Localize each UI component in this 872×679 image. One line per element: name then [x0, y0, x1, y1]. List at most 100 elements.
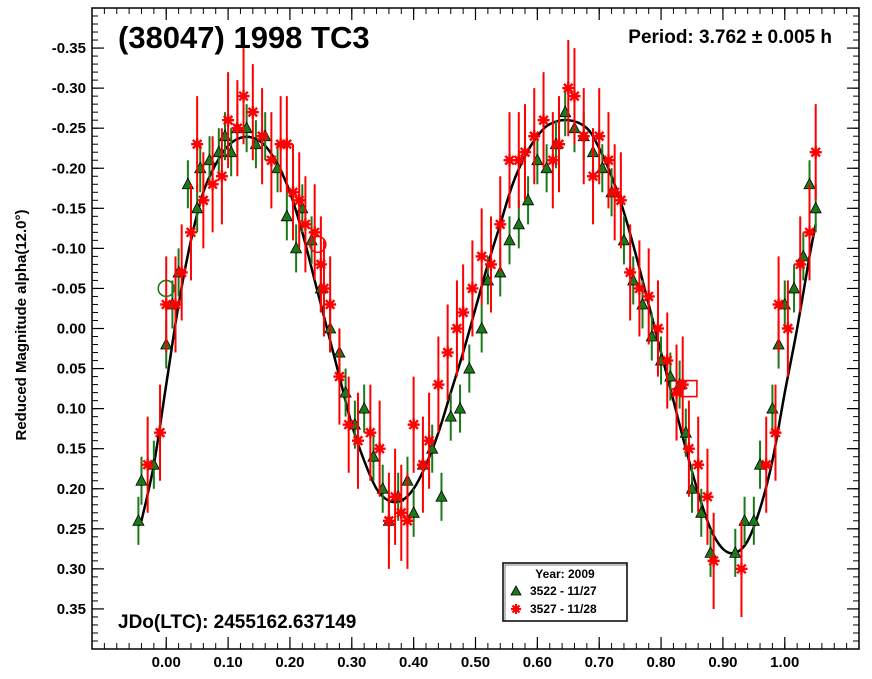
data-point-asterisk	[222, 72, 235, 169]
data-point-triangle	[135, 456, 148, 505]
data-point-asterisk	[373, 400, 386, 497]
data-point-asterisk	[772, 256, 785, 353]
asterisk-marker	[512, 154, 525, 167]
data-point-triangle	[747, 496, 761, 545]
x-tick-label: 1.00	[770, 654, 799, 671]
triangle-marker	[503, 233, 516, 246]
data-point-asterisk	[246, 64, 259, 161]
data-point-asterisk	[324, 256, 337, 353]
data-point-asterisk	[661, 312, 674, 409]
asterisk-marker	[231, 122, 244, 135]
asterisk-marker	[553, 138, 566, 151]
asterisk-marker	[280, 138, 293, 151]
asterisk-marker	[324, 298, 337, 311]
asterisk-marker	[562, 82, 575, 95]
data-point-asterisk	[450, 280, 463, 377]
data-point-asterisk	[416, 416, 429, 513]
data-point-asterisk	[593, 88, 606, 185]
asterisk-marker	[317, 282, 330, 295]
data-point-asterisk	[553, 96, 566, 193]
asterisk-marker	[692, 458, 705, 471]
data-point-asterisk	[608, 144, 621, 241]
x-tick-label: 0.70	[585, 654, 614, 671]
asterisk-marker	[772, 298, 785, 311]
asterisk-marker	[794, 258, 807, 271]
data-point-asterisk	[432, 336, 445, 433]
asterisk-marker	[206, 178, 219, 191]
legend-box	[502, 562, 628, 622]
data-point-asterisk	[351, 392, 364, 489]
asterisk-marker	[528, 130, 541, 143]
y-tick-label: -0.10	[52, 240, 86, 257]
open-circle-marker	[157, 279, 176, 298]
triangle-marker	[135, 473, 148, 486]
asterisk-marker	[175, 266, 188, 279]
x-tick-label: 0.10	[213, 654, 242, 671]
data-point-asterisk	[280, 96, 293, 193]
y-tick-label: -0.25	[52, 120, 86, 137]
data-point-triangle	[463, 344, 476, 393]
asterisk-marker	[781, 322, 794, 335]
data-point-asterisk	[191, 96, 204, 193]
triangle-marker	[190, 201, 204, 214]
chart-title: (38047) 1998 TC3	[118, 20, 370, 55]
jd-label: JDo(LTC): 2455162.637149	[118, 612, 356, 633]
data-point-asterisk	[169, 256, 182, 353]
triangle-marker	[453, 401, 467, 414]
data-point-asterisk	[215, 128, 228, 225]
legend-title: Year: 2009	[535, 567, 595, 581]
data-points-layer	[132, 40, 822, 617]
data-point-asterisk	[760, 416, 773, 513]
asterisk-marker	[614, 194, 627, 207]
x-tick-label: 0.60	[523, 654, 552, 671]
legend-triangle-marker	[510, 585, 522, 596]
y-tick-label: -0.05	[52, 280, 86, 297]
asterisk-marker	[154, 426, 167, 439]
y-tick-label: -0.15	[52, 200, 86, 217]
asterisk-marker	[642, 290, 655, 303]
data-point-triangle	[435, 472, 448, 521]
asterisk-marker	[293, 194, 306, 207]
asterisk-marker	[401, 514, 414, 527]
data-point-asterisk	[614, 152, 627, 249]
asterisk-marker	[735, 562, 748, 575]
asterisk-marker	[624, 266, 637, 279]
x-tick-label: 0.20	[275, 654, 304, 671]
asterisk-marker	[475, 250, 488, 263]
data-point-asterisk	[265, 112, 278, 209]
asterisk-marker	[237, 90, 250, 103]
data-point-asterisk	[587, 128, 600, 225]
data-point-asterisk	[466, 240, 479, 337]
data-point-asterisk	[781, 280, 794, 377]
asterisk-marker	[423, 434, 436, 447]
data-point-asterisk	[577, 88, 590, 185]
fit-curve-line	[140, 118, 817, 555]
data-point-asterisk	[701, 448, 714, 545]
period-label: Period: 3.762 ± 0.005 h	[628, 27, 832, 48]
legend-entry-3527: 3527 - 11/28	[511, 602, 597, 616]
asterisk-marker	[701, 490, 714, 503]
data-point-asterisk	[154, 384, 167, 481]
y-tick-label: -0.35	[52, 40, 86, 57]
y-tick-label: 0.35	[57, 601, 86, 618]
data-point-asterisk	[457, 264, 470, 361]
asterisk-marker	[141, 458, 154, 471]
x-tick-label: 0.90	[708, 654, 737, 671]
data-point-asterisk	[602, 112, 615, 209]
data-point-triangle	[787, 264, 801, 313]
asterisk-marker	[661, 354, 674, 367]
data-point-asterisk	[197, 152, 210, 249]
y-tick-label: 0.00	[57, 321, 86, 338]
data-point-triangle	[358, 384, 371, 433]
fit-curve-layer	[140, 118, 817, 555]
data-point-asterisk	[395, 464, 408, 561]
y-tick-label: 0.10	[57, 401, 86, 418]
y-tick-label: -0.30	[52, 80, 86, 97]
data-point-asterisk	[293, 152, 306, 249]
data-point-asterisk	[382, 472, 395, 569]
asterisk-marker	[484, 258, 497, 271]
asterisk-marker	[222, 114, 235, 127]
asterisk-marker	[246, 106, 259, 119]
